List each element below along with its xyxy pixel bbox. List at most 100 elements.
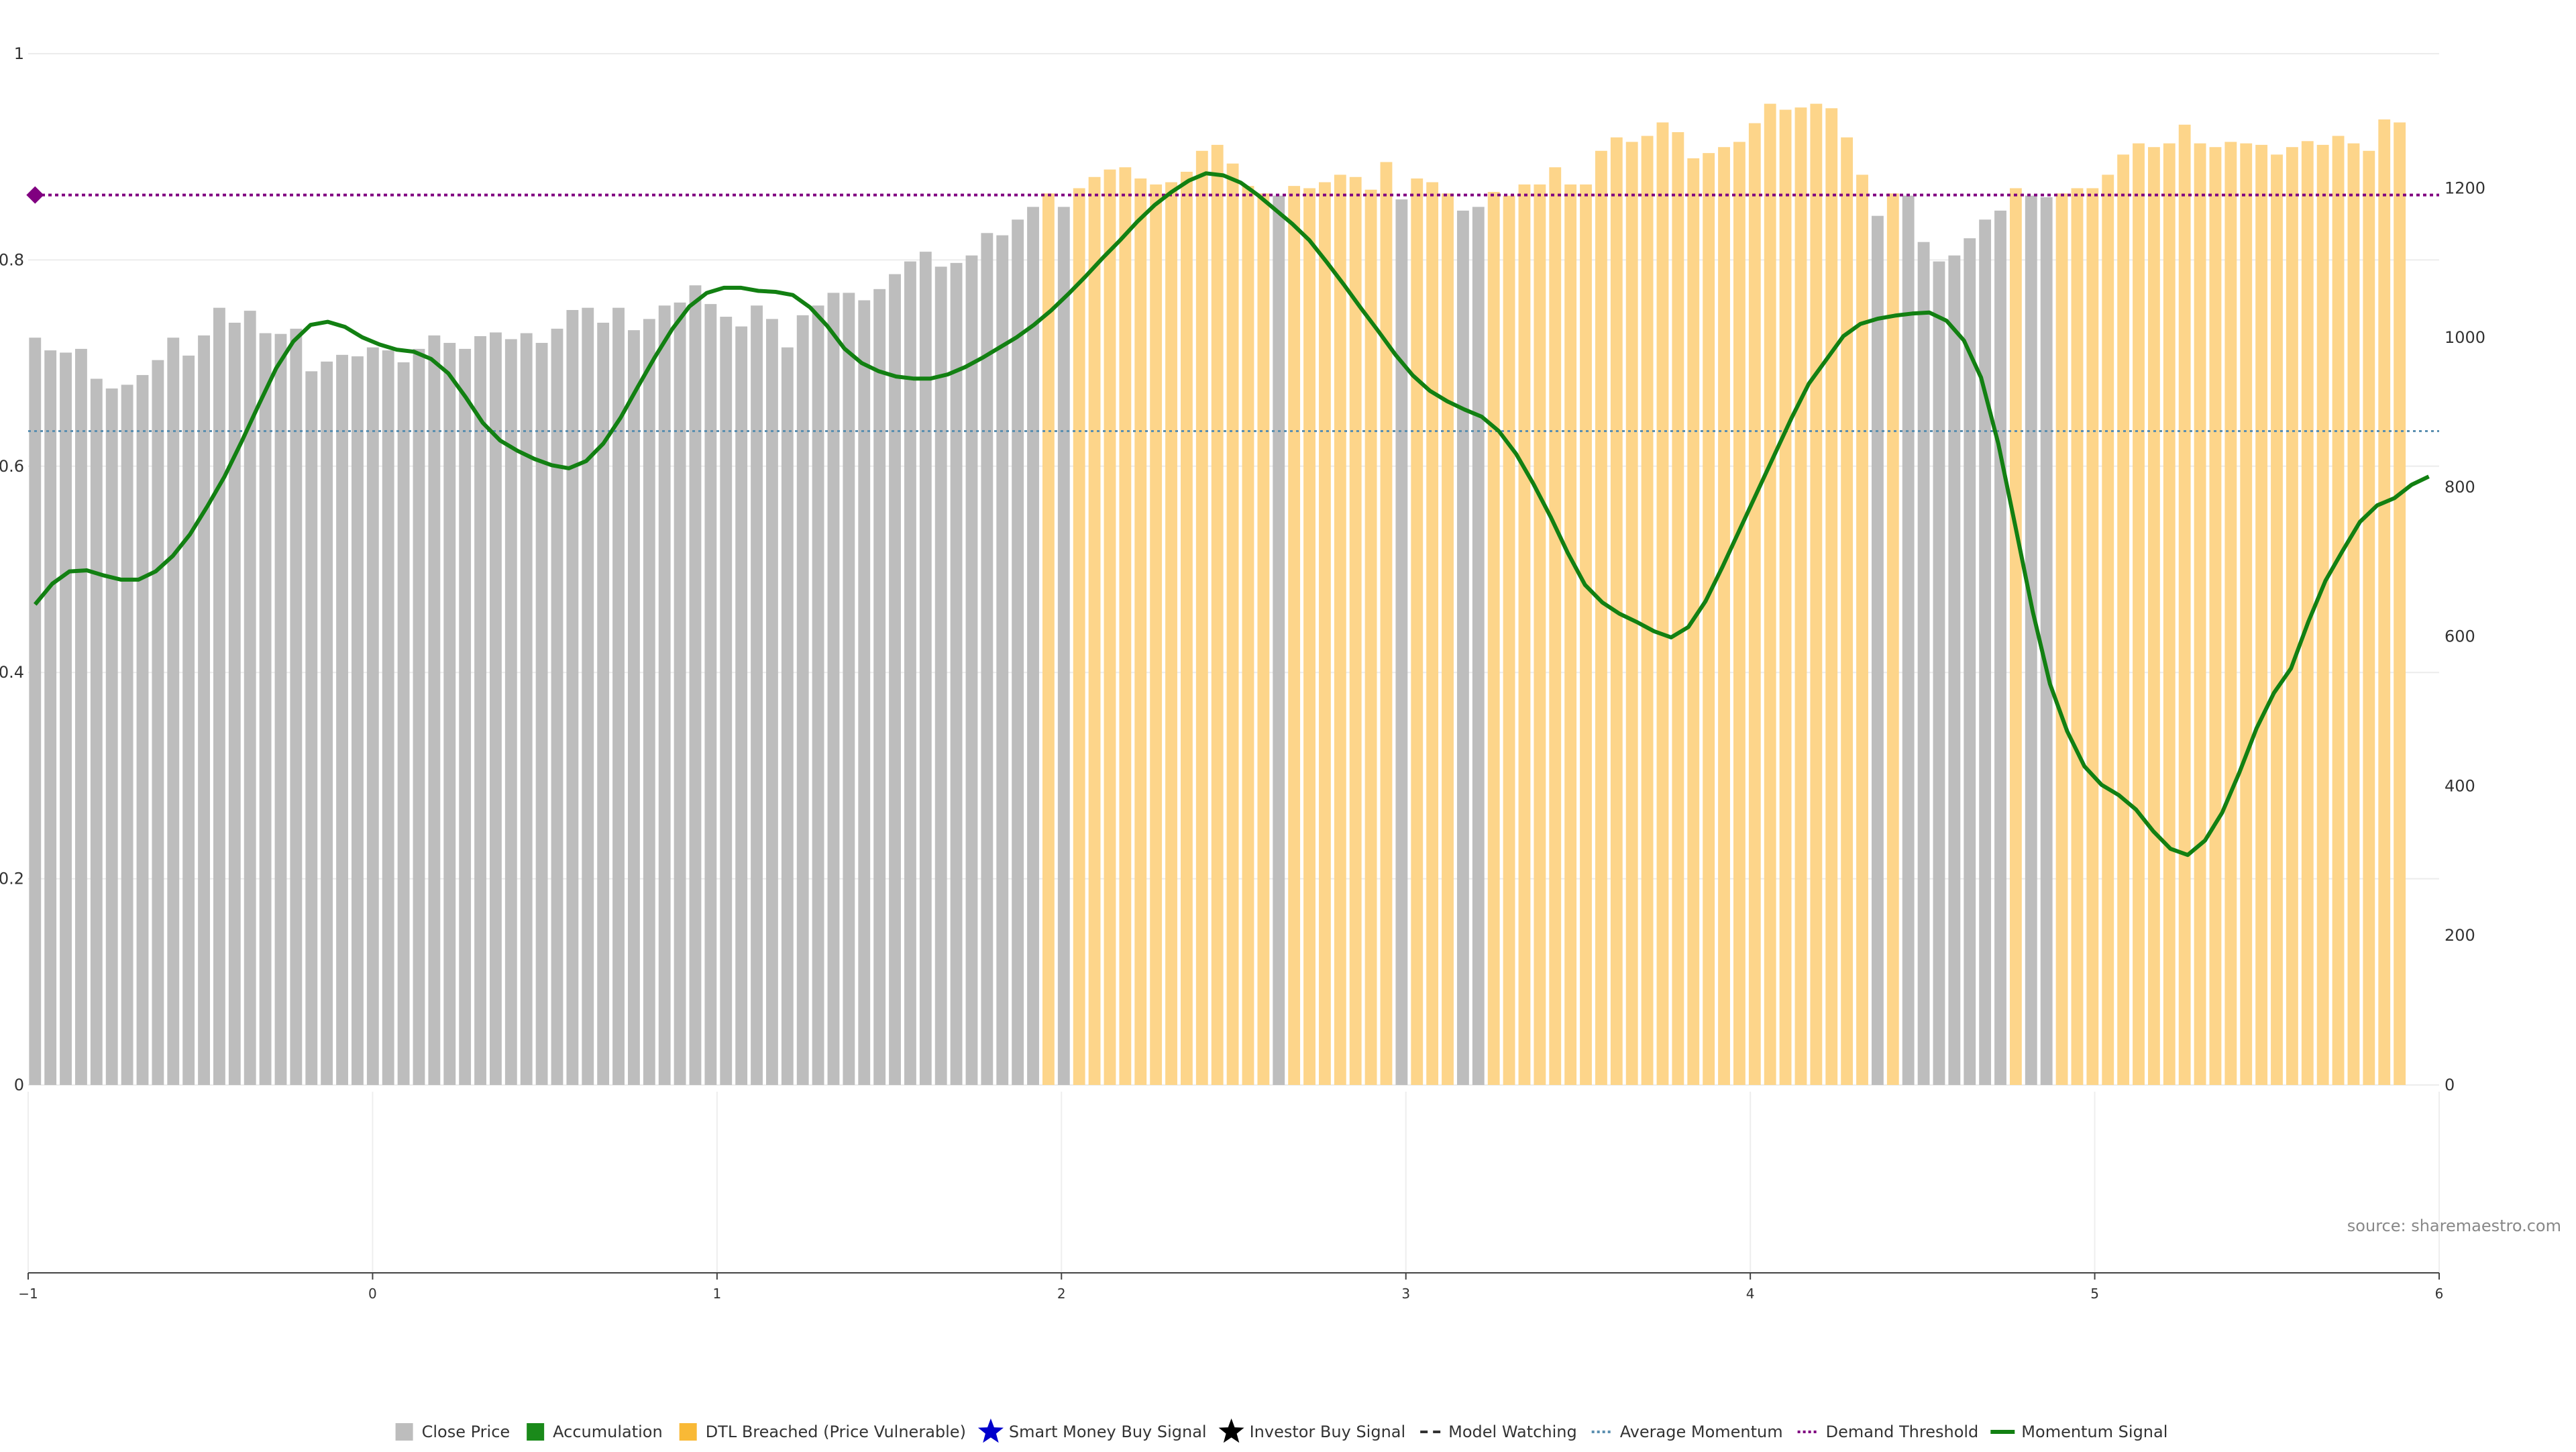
price-bar (1487, 192, 1500, 1085)
price-bar (182, 355, 195, 1085)
price-bar (674, 302, 686, 1086)
price-bar (2301, 141, 2314, 1085)
price-bar (1656, 122, 1669, 1085)
price-bar (996, 235, 1009, 1086)
price-bar (2009, 188, 2022, 1085)
price-bar (1395, 199, 1408, 1085)
price-bar (1057, 207, 1070, 1085)
price-bar (1948, 255, 1961, 1085)
legend-label: Momentum Signal (2021, 1422, 2167, 1441)
price-bar (1242, 186, 1254, 1085)
price-bar (382, 350, 394, 1085)
legend-item[interactable]: Average Momentum (1591, 1422, 1783, 1441)
price-bar (1027, 207, 1039, 1085)
price-bar (2133, 143, 2145, 1085)
price-bar (1150, 184, 1163, 1085)
y-right-tick-label: 800 (2445, 478, 2475, 497)
price-bar (1841, 137, 1854, 1085)
price-bar (2055, 193, 2068, 1085)
price-bar (1334, 174, 1346, 1085)
legend-item[interactable]: Model Watching (1420, 1422, 1577, 1441)
price-bar (1088, 176, 1101, 1085)
price-bar (244, 311, 256, 1085)
price-bar (658, 305, 671, 1085)
price-bar (1273, 195, 1285, 1085)
legend-item[interactable]: Momentum Signal (1990, 1422, 2167, 1441)
price-bar (720, 317, 733, 1085)
price-bar (1964, 238, 1976, 1086)
price-bar (796, 315, 809, 1085)
price-bar (2117, 154, 2130, 1086)
price-bar (105, 388, 118, 1085)
price-bar (2363, 150, 2375, 1086)
price-bar (2025, 195, 2037, 1085)
legend-label: Average Momentum (1620, 1422, 1783, 1441)
price-bar (781, 347, 794, 1085)
price-bar (1211, 144, 1224, 1085)
price-bar (689, 285, 702, 1086)
x-tick-label: −1 (18, 1286, 38, 1302)
price-bar (1426, 182, 1439, 1085)
price-bar (1933, 261, 1945, 1085)
source-label[interactable]: source: sharemaestro.com (2347, 1216, 2561, 1235)
price-bar (336, 354, 348, 1085)
price-bar (889, 274, 901, 1086)
x-tick-label: 1 (712, 1286, 721, 1302)
line-layer (26, 171, 2439, 858)
legend-item[interactable]: Investor Buy Signal (1218, 1418, 1406, 1443)
legend-item[interactable]: Accumulation (527, 1422, 663, 1441)
y-right-tick-label: 400 (2445, 776, 2475, 795)
price-bar (1442, 193, 1454, 1085)
price-bar (735, 326, 748, 1085)
price-bar (1349, 176, 1362, 1085)
legend-item[interactable]: Demand Threshold (1797, 1422, 1979, 1441)
price-bar (2286, 147, 2298, 1086)
price-bar (1073, 188, 1085, 1085)
legend-label: Close Price (422, 1422, 511, 1441)
legend-swatch (679, 1423, 697, 1441)
price-bar (1564, 184, 1577, 1085)
price-bar (566, 310, 579, 1085)
price-bar (1779, 109, 1792, 1086)
price-bar (2163, 143, 2176, 1085)
price-bar (1411, 178, 1424, 1085)
price-bar (167, 338, 180, 1085)
price-bar (2394, 122, 2406, 1085)
price-bar (1641, 136, 1654, 1085)
price-bar (2271, 154, 2283, 1086)
price-bar (490, 332, 502, 1085)
price-bar (75, 348, 87, 1085)
price-bar (1318, 182, 1331, 1085)
price-bar (612, 307, 625, 1085)
price-bar (136, 374, 149, 1085)
price-bar (504, 339, 517, 1085)
price-bar (2147, 147, 2160, 1086)
price-bar (765, 319, 778, 1085)
price-bar (1871, 215, 1884, 1085)
price-bar (2240, 143, 2253, 1085)
price-bar (321, 361, 333, 1085)
y-right-tick-label: 1200 (2445, 178, 2485, 197)
price-bar (352, 356, 364, 1085)
price-bar (1472, 207, 1485, 1085)
price-bar (1625, 142, 1638, 1085)
price-bar (1104, 169, 1116, 1086)
price-bar (2255, 144, 2268, 1085)
price-bar (1226, 163, 1239, 1086)
legend-item[interactable]: DTL Breached (Price Vulnerable) (679, 1422, 966, 1441)
price-bar (1856, 174, 1868, 1085)
price-bar (1595, 150, 1607, 1086)
legend-item[interactable]: Smart Money Buy Signal (977, 1418, 1207, 1443)
price-bar (1549, 167, 1562, 1086)
price-bar (1012, 219, 1024, 1085)
price-bar (827, 293, 840, 1086)
price-bar (259, 333, 272, 1085)
price-bar (873, 289, 886, 1086)
price-bar (474, 336, 486, 1085)
legend-item[interactable]: Close Price (395, 1422, 511, 1441)
price-bar (152, 360, 164, 1085)
legend-label: Demand Threshold (1826, 1422, 1979, 1441)
price-bar (1195, 150, 1208, 1086)
price-bar (812, 305, 824, 1085)
